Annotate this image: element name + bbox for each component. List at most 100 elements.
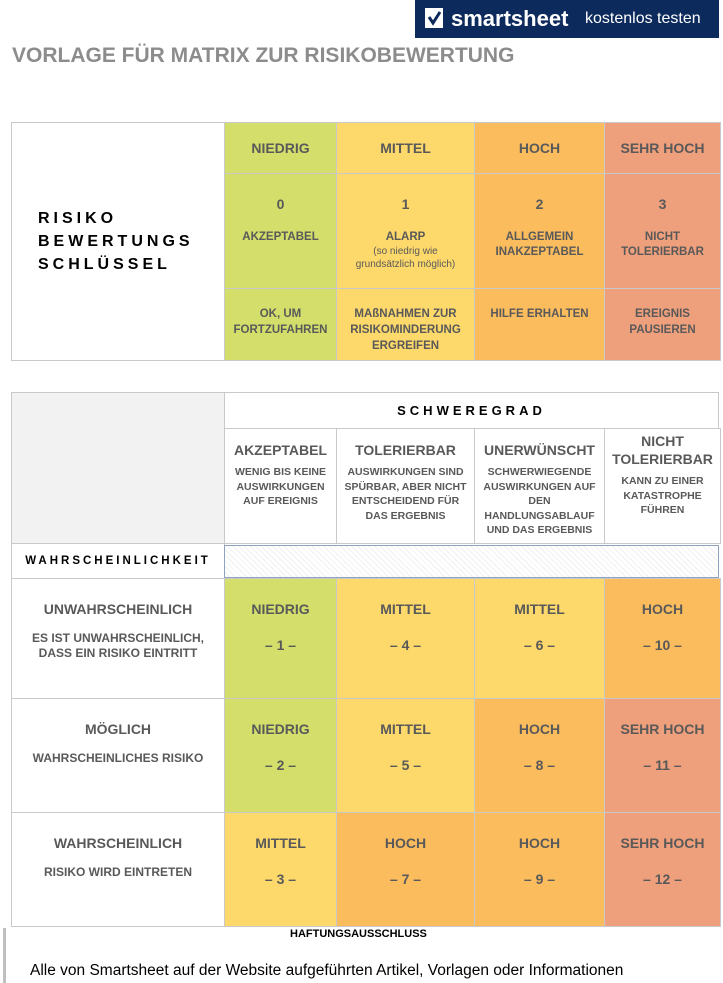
key-label-line: BEWERTUNGS: [38, 233, 194, 250]
risk-level: SEHR HOCH: [620, 835, 705, 851]
risk-cell: MITTEL – 3 –: [224, 812, 337, 927]
risk-level: NIEDRIG: [251, 601, 310, 617]
likelihood-name: MÖGLICH: [84, 721, 152, 737]
risk-level: SEHR HOCH: [620, 721, 705, 737]
key-number: 3: [658, 196, 667, 212]
key-header: MITTEL: [336, 122, 475, 174]
likelihood-desc: ES IST UNWAHRSCHEINLICH, DASS EIN RISIKO…: [31, 631, 204, 660]
risk-cell: HOCH – 9 –: [474, 812, 605, 927]
severity-label-cell: SCHWEREGRAD: [224, 392, 719, 429]
key-meaning-cell: 0 AKZEPTABEL: [224, 173, 337, 289]
key-action-cell: HILFE ERHALTEN: [474, 288, 605, 361]
risk-level: MITTEL: [380, 601, 431, 617]
disclaimer-title: HAFTUNGSAUSSCHLUSS: [290, 928, 427, 940]
severity-label: SCHWEREGRAD: [397, 403, 546, 418]
risk-score: – 8 –: [523, 757, 556, 773]
risk-level: MITTEL: [255, 835, 306, 851]
risk-score: – 3 –: [264, 871, 297, 887]
key-number: 2: [535, 196, 544, 212]
key-header: NIEDRIG: [224, 122, 337, 174]
key-action-cell: OK, UM FORTZUFAHREN: [224, 288, 337, 361]
key-note: (so niedrig wie grundsätzlich möglich): [355, 246, 456, 270]
likelihood-row-label: WAHRSCHEINLICH RISIKO WIRD EINTRETEN: [11, 812, 225, 927]
risk-cell: HOCH – 8 –: [474, 698, 605, 813]
key-meaning-cell: 3 NICHT TOLERIERBAR: [604, 173, 721, 289]
severity-desc: WENIG BIS KEINE AUSWIRKUNGEN AUF EREIGNI…: [234, 466, 326, 507]
likelihood-row-label: UNWAHRSCHEINLICH ES IST UNWAHRSCHEINLICH,…: [11, 578, 225, 699]
severity-desc: SCHWERWIEGENDE AUSWIRKUNGEN AUF DEN HAND…: [483, 466, 596, 536]
key-action: OK, UM FORTZUFAHREN: [233, 308, 328, 336]
key-action: HILFE ERHALTEN: [490, 308, 589, 320]
likelihood-name: WAHRSCHEINLICH: [53, 835, 183, 851]
severity-header: TOLERIERBAR AUSWIRKUNGEN SIND SPÜRBAR, AB…: [336, 428, 475, 544]
key-label-line: SCHLÜSSEL: [38, 256, 171, 273]
severity-header: UNERWÜNSCHT SCHWERWIEGENDE AUSWIRKUNGEN A…: [474, 428, 605, 544]
risk-score: – 2 –: [264, 757, 297, 773]
cta: kostenlos testen: [585, 10, 701, 27]
key-level: SEHR HOCH: [620, 140, 705, 156]
risk-score: – 9 –: [523, 871, 556, 887]
severity-desc: KANN ZU EINER KATASTROPHE FÜHREN: [621, 475, 704, 516]
risk-cell: MITTEL – 5 –: [336, 698, 475, 813]
key-action-cell: MAßNAHMEN ZUR RISIKOMINDERUNG ERGREIFEN: [336, 288, 475, 361]
risk-level: HOCH: [518, 721, 561, 737]
risk-score: – 4 –: [389, 637, 422, 653]
risk-cell: NIEDRIG – 2 –: [224, 698, 337, 813]
risk-score: – 6 –: [523, 637, 556, 653]
key-meaning: ALARP: [385, 231, 426, 243]
disclaimer-text: Alle von Smartsheet auf der Website aufg…: [30, 962, 624, 979]
key-meaning: AKZEPTABEL: [242, 231, 319, 243]
key-header: HOCH: [474, 122, 605, 174]
risk-score: – 7 –: [389, 871, 422, 887]
risk-score: – 1 –: [264, 637, 297, 653]
risk-cell: MITTEL – 6 –: [474, 578, 605, 699]
key-label: RISIKO BEWERTUNGS SCHLÜSSEL: [11, 122, 225, 361]
risk-cell: HOCH – 7 –: [336, 812, 475, 927]
key-number: 0: [276, 196, 285, 212]
key-level: NIEDRIG: [251, 140, 310, 156]
severity-header: AKZEPTABEL WENIG BIS KEINE AUSWIRKUNGEN A…: [224, 428, 337, 544]
key-action: EREIGNIS PAUSIEREN: [629, 308, 696, 336]
severity-name: UNERWÜNSCHT: [484, 442, 595, 458]
key-meaning: NICHT TOLERIERBAR: [621, 231, 704, 258]
risk-level: HOCH: [384, 835, 427, 851]
key-number: 1: [401, 196, 410, 212]
risk-level: MITTEL: [514, 601, 565, 617]
severity-desc: AUSWIRKUNGEN SIND SPÜRBAR, ABER NICHT EN…: [344, 466, 467, 522]
risk-cell: MITTEL – 4 –: [336, 578, 475, 699]
key-level: MITTEL: [380, 140, 431, 156]
risk-level: NIEDRIG: [251, 721, 310, 737]
risk-level: HOCH: [518, 835, 561, 851]
key-meaning: ALLGEMEIN INAKZEPTABEL: [495, 231, 584, 258]
brand: smartsheet: [451, 6, 569, 31]
key-meaning-cell: 2 ALLGEMEIN INAKZEPTABEL: [474, 173, 605, 289]
severity-name: TOLERIERBAR: [355, 442, 456, 458]
likelihood-label-cell: WAHRSCHEINLICHKEIT: [11, 543, 225, 579]
risk-score: – 12 –: [643, 871, 682, 887]
risk-cell: NIEDRIG – 1 –: [224, 578, 337, 699]
severity-name: AKZEPTABEL: [233, 442, 328, 458]
key-meaning-cell: 1 ALARP (so niedrig wie grundsätzlich mögl…: [336, 173, 475, 289]
banner[interactable]: smartsheet kostenlos testen: [415, 0, 719, 38]
risk-score: – 5 –: [389, 757, 422, 773]
severity-header: NICHT TOLERIERBAR KANN ZU EINER KATASTROP…: [604, 428, 721, 544]
likelihood-row-label: MÖGLICH WAHRSCHEINLICHES RISIKO: [11, 698, 225, 813]
risk-cell: SEHR HOCH – 12 –: [604, 812, 721, 927]
risk-score: – 10 –: [643, 637, 682, 653]
corner-cell: [11, 392, 225, 544]
severity-name: NICHT TOLERIERBAR: [612, 433, 713, 467]
logo-icon: [425, 8, 443, 28]
disclaimer-bar: [3, 928, 6, 983]
risk-cell: SEHR HOCH – 11 –: [604, 698, 721, 813]
key-header: SEHR HOCH: [604, 122, 721, 174]
title: VORLAGE FÜR MATRIX ZUR RISIKOBEWERTUNG: [12, 44, 515, 67]
risk-score: – 11 –: [643, 757, 682, 773]
likelihood-desc: RISIKO WIRD EINTRETEN: [43, 865, 192, 879]
key-action: MAßNAHMEN ZUR RISIKOMINDERUNG ERGREIFEN: [350, 308, 461, 352]
risk-level: HOCH: [641, 601, 684, 617]
key-level: HOCH: [518, 140, 561, 156]
likelihood-desc: WAHRSCHEINLICHES RISIKO: [32, 751, 204, 765]
likelihood-label: WAHRSCHEINLICHKEIT: [25, 555, 211, 567]
likelihood-name: UNWAHRSCHEINLICH: [43, 601, 193, 617]
